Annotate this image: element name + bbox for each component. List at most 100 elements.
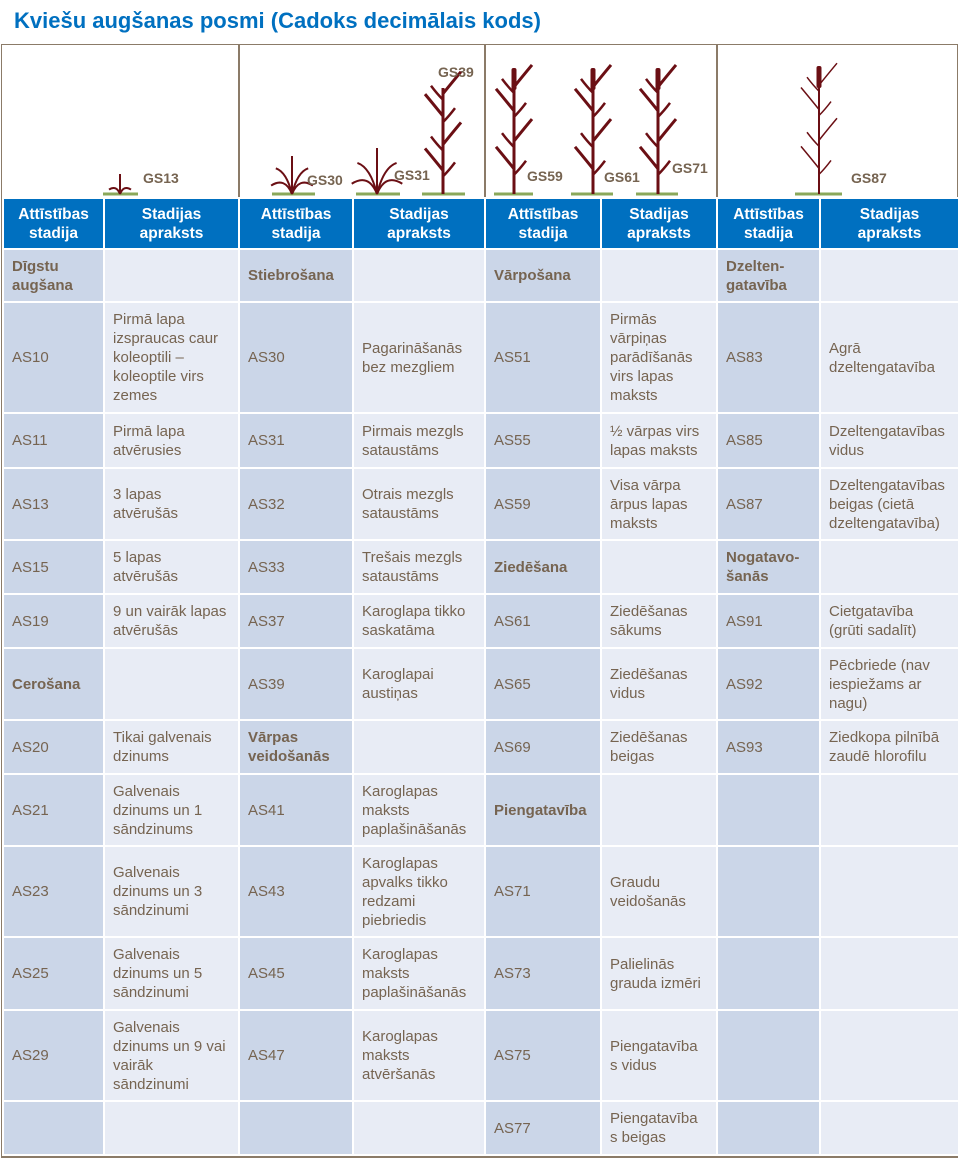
- table-row: AS15 5 lapas atvērušās AS33 Trešais mezgls …: [2, 539, 960, 595]
- header-stage: Attīstības stadija: [238, 197, 354, 250]
- header-stage: Attīstības stadija: [2, 197, 105, 250]
- leaf-icon: [657, 160, 671, 176]
- stage-code: AS21: [2, 773, 105, 847]
- leaf-icon: [800, 87, 820, 110]
- header-description: Stadijas apraksts: [352, 197, 486, 250]
- leaf-icon: [580, 132, 594, 148]
- stage-code: AS87: [716, 467, 821, 541]
- leaf-icon: [656, 118, 678, 143]
- stage-heading: Dzelten-gatavība: [716, 248, 821, 303]
- leaf-icon: [513, 102, 527, 118]
- table-row: AS23 Galvenais dzinums un 3 sāndzinumi AS4…: [2, 845, 960, 938]
- leaf-icon: [638, 87, 660, 112]
- leaf-icon: [119, 186, 132, 195]
- stage-code: AS93: [716, 719, 821, 775]
- stage-description: Tikai galvenais dzinums: [103, 719, 240, 775]
- stage-code: AS19: [2, 593, 105, 649]
- stage-code: [716, 936, 821, 1011]
- stage-code: AS13: [2, 467, 105, 541]
- stage-code: AS92: [716, 647, 821, 721]
- stage-code: AS55: [484, 412, 602, 469]
- growth-stage-label: GS87: [851, 170, 887, 186]
- growth-stage-label: GS71: [672, 160, 708, 176]
- leaf-icon: [806, 76, 820, 92]
- stage-description: [352, 248, 486, 303]
- stage-description: Graudu veidošanās: [600, 845, 718, 938]
- stage-heading: Piengatavība: [484, 773, 602, 847]
- stage-description: Cietgatavība (grūti sadalīt): [819, 593, 960, 649]
- stage-code: AS41: [238, 773, 354, 847]
- stage-description: ½ vārpas virs lapas maksts: [600, 412, 718, 469]
- table-row: Cerošana AS39 Karoglapai austiņas AS65 Ziedē…: [2, 647, 960, 721]
- stage-description: [600, 539, 718, 595]
- leaf-icon: [818, 159, 832, 175]
- leaf-icon: [580, 78, 594, 94]
- stage-code: [716, 845, 821, 938]
- leaf-icon: [442, 161, 456, 178]
- group-divider: [484, 44, 486, 197]
- stage-code: AS29: [2, 1009, 105, 1102]
- stage-description: [600, 773, 718, 847]
- stage-code: AS23: [2, 845, 105, 938]
- stage-description: Pirmā lapa izspraucas caur koleoptili – …: [103, 301, 240, 414]
- stage-code: AS77: [484, 1100, 602, 1156]
- leaf-icon: [656, 63, 678, 88]
- stage-code: AS10: [2, 301, 105, 414]
- leaf-icon: [494, 87, 516, 112]
- stage-description: Ziedēšanas beigas: [600, 719, 718, 775]
- stage-description: Galvenais dzinums un 9 vai vairāk sāndzi…: [103, 1009, 240, 1102]
- stage-code: AS37: [238, 593, 354, 649]
- table-row: AS19 9 un vairāk lapas atvērušās AS37 Karog…: [2, 593, 960, 649]
- table-row: AS10 Pirmā lapa izspraucas caur koleoptil…: [2, 301, 960, 414]
- leaf-icon: [441, 121, 463, 146]
- leaf-icon: [512, 118, 534, 143]
- stage-heading: Stiebrošana: [238, 248, 354, 303]
- table-row: AS29 Galvenais dzinums un 9 vai vairāk sā…: [2, 1009, 960, 1102]
- header-description: Stadijas apraksts: [600, 197, 718, 250]
- leaf-icon: [430, 135, 444, 152]
- stage-code: AS69: [484, 719, 602, 775]
- stage-heading: Vārpošana: [484, 248, 602, 303]
- stage-description: Ziedkopa pilnībā zaudē hlorofilu: [819, 719, 960, 775]
- leaf-icon: [430, 84, 444, 101]
- leaf-icon: [818, 62, 838, 86]
- stage-code: AS47: [238, 1009, 354, 1102]
- stage-code: [238, 1100, 354, 1156]
- stage-code: AS15: [2, 539, 105, 595]
- stage-code: AS71: [484, 845, 602, 938]
- header-description: Stadijas apraksts: [819, 197, 960, 250]
- leaf-icon: [573, 87, 595, 112]
- stage-heading: Cerošana: [2, 647, 105, 721]
- stage-description: [819, 539, 960, 595]
- leaf-icon: [423, 93, 445, 118]
- growth-stage-label: GS59: [527, 168, 563, 184]
- leaf-icon: [638, 145, 660, 170]
- leaf-icon: [591, 118, 613, 143]
- stage-code: AS73: [484, 936, 602, 1011]
- growth-stage-label: GS13: [143, 170, 179, 186]
- stage-description: Trešais mezgls sataustāms: [352, 539, 486, 595]
- stage-description: [103, 647, 240, 721]
- stage-description: Dzeltengatavības vidus: [819, 412, 960, 469]
- stage-description: Piengatavība s beigas: [600, 1100, 718, 1156]
- stage-description: Ziedēšanas vidus: [600, 647, 718, 721]
- leaf-icon: [592, 160, 606, 176]
- stage-description: Karoglapas maksts atvēršanās: [352, 1009, 486, 1102]
- table-row: AS20 Tikai galvenais dzinums Vārpas veidoš…: [2, 719, 960, 775]
- stage-description: Otrais mezgls sataustāms: [352, 467, 486, 541]
- growth-stage-label: GS61: [604, 169, 640, 185]
- stage-code: AS83: [716, 301, 821, 414]
- stage-code: AS30: [238, 301, 354, 414]
- table-row: AS13 3 lapas atvērušās AS32 Otrais mezgls s…: [2, 467, 960, 541]
- table-row: AS25 Galvenais dzinums un 5 sāndzinumi AS4…: [2, 936, 960, 1011]
- table-row: AS77 Piengatavība s beigas: [2, 1100, 960, 1156]
- stage-description: [819, 936, 960, 1011]
- stage-description: Galvenais dzinums un 5 sāndzinumi: [103, 936, 240, 1011]
- stage-description: [819, 845, 960, 938]
- group-divider: [716, 44, 718, 197]
- leaf-icon: [657, 102, 671, 118]
- stage-code: AS39: [238, 647, 354, 721]
- leaf-icon: [357, 161, 378, 195]
- stage-description: [819, 1009, 960, 1102]
